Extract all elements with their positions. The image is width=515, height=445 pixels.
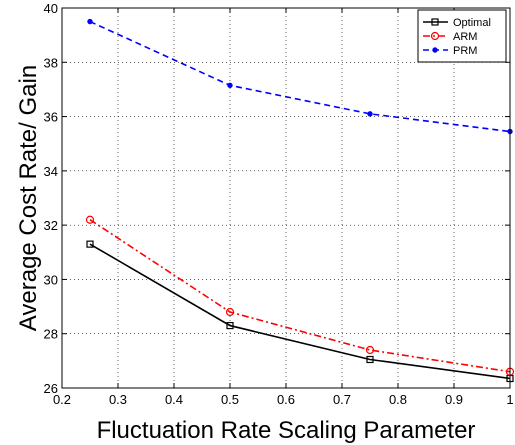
y-axis-title: Average Cost Rate/ Gain — [15, 65, 42, 331]
data-point-prm — [87, 18, 93, 25]
y-tick-label: 34 — [44, 164, 58, 179]
data-point-optimal — [366, 355, 374, 364]
grid-lines — [62, 8, 510, 388]
legend-item-prm: PRM — [423, 45, 477, 57]
data-point-arm — [225, 307, 235, 317]
x-tick-label: 0.7 — [333, 392, 351, 407]
y-tick-label: 30 — [44, 272, 58, 287]
legend-item-arm: ARM — [423, 31, 477, 43]
series-optimal — [86, 240, 514, 383]
series-arm — [85, 215, 515, 376]
x-tick-label: 0.9 — [445, 392, 463, 407]
axis-ticks: 0.2 0.3 0.4 0.5 0.6 0.7 0.8 0.9 1 26 28 30 32 34 36 38 4… — [44, 1, 514, 407]
x-tick-label: 0.4 — [165, 392, 183, 407]
x-tick-label: 0.2 — [53, 392, 71, 407]
legend-marker-prm — [432, 47, 438, 53]
x-tick-label: 0.6 — [277, 392, 295, 407]
y-tick-label: 26 — [44, 381, 58, 396]
y-tick-label: 40 — [44, 1, 58, 16]
data-point-optimal — [86, 240, 94, 248]
legend-marker-optimal — [431, 18, 439, 26]
legend-label-prm: PRM — [453, 45, 477, 57]
y-tick-label: 36 — [44, 110, 58, 125]
data-point-prm — [367, 111, 373, 117]
x-axis-title: Fluctuation Rate Scaling Parameter — [97, 417, 476, 444]
data-point-prm — [227, 82, 233, 89]
data-point-arm — [85, 215, 95, 224]
series-line-prm — [89, 20, 511, 133]
y-tick-label: 32 — [44, 218, 58, 233]
series-layer — [85, 18, 515, 383]
x-tick-label: 0.3 — [109, 392, 127, 407]
y-tick-label: 38 — [44, 55, 58, 70]
legend-label-optimal: Optimal — [453, 17, 491, 29]
series-line-arm — [89, 219, 511, 373]
data-point-arm — [365, 345, 375, 355]
x-tick-label: 0.5 — [221, 392, 239, 407]
legend-label-arm: ARM — [453, 31, 477, 43]
legend: Optimal ARM PRM — [417, 9, 507, 63]
y-tick-label: 28 — [44, 327, 58, 342]
x-tick-label: 0.8 — [389, 392, 407, 407]
x-tick-label: 1 — [506, 392, 513, 407]
legend-marker-arm — [430, 31, 440, 41]
data-point-optimal — [226, 321, 234, 330]
legend-item-optimal: Optimal — [423, 17, 491, 29]
series-line-optimal — [89, 243, 511, 380]
